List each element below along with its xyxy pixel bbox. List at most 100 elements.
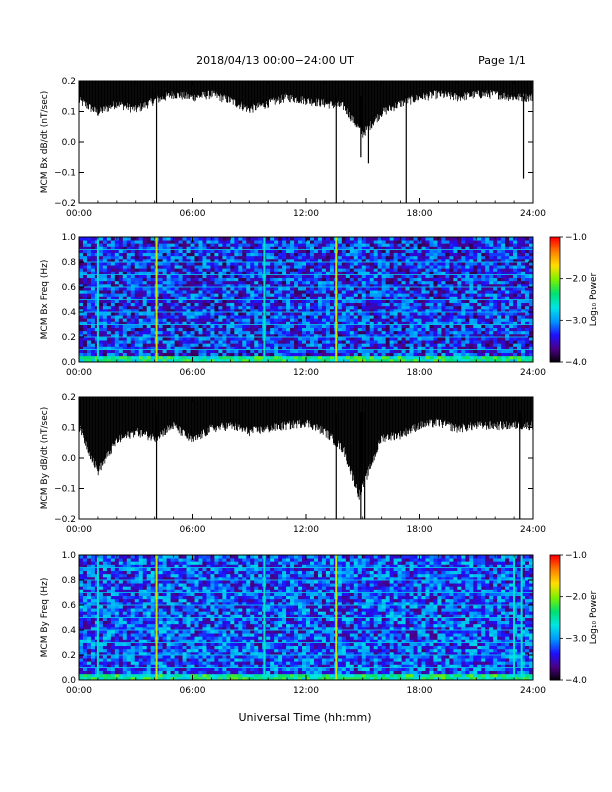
spectrogram-cell: [218, 246, 223, 250]
spectrogram-cell: [369, 249, 375, 254]
spectrogram-cell: [489, 355, 494, 360]
spectrogram-cell: [493, 315, 498, 319]
spectrogram-cell: [449, 290, 454, 294]
spectrogram-cell: [178, 318, 183, 322]
spectrogram-cell: [501, 258, 506, 263]
spectrogram-cell: [529, 293, 534, 297]
spectrogram-cell: [226, 337, 231, 341]
spectrogram-cell: [425, 296, 430, 300]
spectrogram-cell: [429, 277, 434, 282]
spectrogram-cell: [270, 287, 275, 291]
spectrogram-cell: [513, 258, 518, 263]
spectrogram-cell: [278, 349, 283, 354]
spectrogram-cell: [254, 318, 259, 322]
spectrogram-cell: [286, 327, 291, 332]
spectrogram-cell: [134, 358, 140, 363]
spectrogram-cell: [210, 346, 215, 350]
spectrogram-cell: [306, 265, 311, 269]
spectrogram-cell: [445, 252, 450, 257]
spectrogram-cell: [357, 346, 363, 350]
spectrogram-cell: [349, 358, 355, 363]
spectrogram-cell: [341, 318, 347, 322]
spectrogram-cell: [238, 296, 243, 300]
spectrogram-cell: [329, 280, 335, 285]
spectrogram-cell: [238, 268, 243, 272]
spectrogram-cell: [290, 321, 295, 325]
spectrogram-cell: [82, 262, 88, 266]
spectrogram-cell: [441, 293, 446, 297]
spectrogram-cell: [485, 268, 490, 272]
spectrogram-cell: [417, 249, 422, 254]
spectrogram-cell: [170, 321, 175, 325]
spectrogram-cell: [321, 358, 327, 363]
spectrogram-cell: [389, 333, 395, 338]
spectrogram-cell: [513, 308, 518, 313]
spectrogram-cell: [405, 262, 410, 266]
spectrogram-cell: [361, 343, 367, 347]
spectrogram-cell: [238, 346, 243, 350]
spectrogram-cell: [377, 262, 383, 266]
spectrogram-cell: [493, 255, 498, 260]
spectrogram-cell: [401, 327, 406, 332]
spectrogram-cell: [150, 299, 156, 304]
spectrogram-cell: [238, 343, 243, 347]
spectrogram-cell: [397, 268, 402, 272]
spectrogram-cell: [393, 324, 398, 329]
spectrogram-cell: [469, 287, 474, 291]
spectrogram-cell: [198, 330, 203, 335]
spectrogram-cell: [122, 252, 128, 257]
spectrogram-cell: [170, 318, 175, 322]
spectrogram-cell: [449, 274, 454, 279]
spectrogram-cell: [166, 340, 171, 344]
spectrogram-cell: [325, 330, 331, 335]
spectrogram-cell: [409, 327, 414, 332]
spectrogram-cell: [146, 337, 152, 341]
spectrogram-cell: [130, 268, 136, 272]
spectrogram-cell: [433, 349, 438, 354]
spectrogram-cell: [142, 315, 148, 319]
spectrogram-cell: [417, 318, 422, 322]
spectrogram-cell: [489, 265, 494, 269]
spectrogram-cell: [274, 277, 279, 282]
spectrogram-cell: [493, 268, 498, 272]
spectrogram-cell: [433, 262, 438, 266]
spectrogram-cell: [294, 358, 299, 363]
spectrogram-cell: [166, 355, 171, 360]
spectrogram-cell: [429, 249, 434, 254]
spectrogram-cell: [246, 290, 251, 294]
spectrogram-cell: [409, 343, 414, 347]
spectrogram-cell: [337, 274, 343, 279]
spectrogram-cell: [242, 355, 247, 360]
spectrogram-cell: [198, 327, 203, 332]
spectrogram-cell: [158, 246, 164, 250]
spectrogram-cell: [357, 296, 363, 300]
spectrogram-cell: [254, 265, 259, 269]
spectrogram-cell: [513, 293, 518, 297]
spectrogram-cell: [254, 352, 259, 357]
spectrogram-cell: [521, 340, 526, 344]
spectrogram-cell: [198, 346, 203, 350]
spectrogram-cell: [325, 262, 331, 266]
spectrogram-cell: [79, 265, 84, 269]
spectrogram-cell: [521, 293, 526, 297]
spectrogram-cell: [401, 355, 406, 360]
spectrogram-cell: [501, 296, 506, 300]
spectrogram-cell: [505, 280, 510, 285]
spectrogram-cell: [122, 327, 128, 332]
spectrogram-cell: [138, 308, 144, 313]
spectrogram-cell: [170, 280, 175, 285]
spectrogram-cell: [409, 305, 414, 310]
spectrogram-cell: [329, 296, 335, 300]
spectrogram-cell: [417, 258, 422, 263]
spectrogram-cell: [337, 290, 343, 294]
spectrogram-cell: [210, 355, 215, 360]
spectrogram-cell: [162, 349, 168, 354]
spectrogram-cell: [521, 321, 526, 325]
spectrogram-cell: [102, 258, 108, 263]
spectrogram-cell: [226, 343, 231, 347]
spectrogram-cell: [130, 302, 136, 307]
spectrogram-cell: [102, 296, 108, 300]
spectrogram-cell: [493, 287, 498, 291]
spectrogram-cell: [202, 330, 207, 335]
spectrogram-cell: [525, 324, 530, 329]
